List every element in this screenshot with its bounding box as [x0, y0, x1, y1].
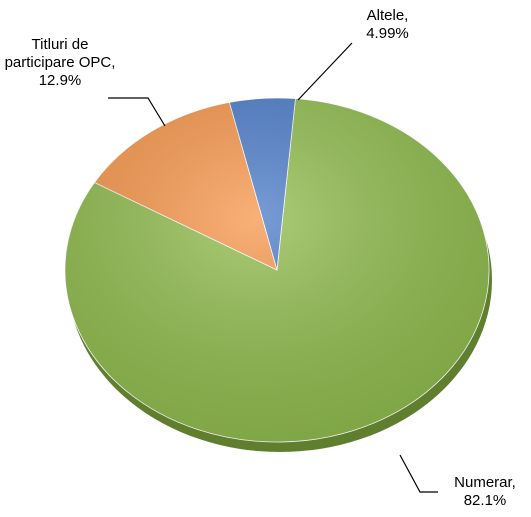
category-label: Titluri de participare OPC, [4, 36, 116, 71]
value-label: 12.9% [38, 72, 82, 89]
data-label: Numerar, 82.1% [440, 474, 530, 510]
category-label: Altele, [366, 7, 409, 24]
leader-line [297, 42, 353, 101]
leader-line [108, 97, 166, 127]
category-label: Numerar, [454, 474, 516, 491]
leader-line [399, 454, 438, 493]
data-label: Altele, 4.99% [350, 7, 425, 43]
value-label: 82.1% [463, 492, 507, 509]
data-label: Titluri de participare OPC, 12.9% [4, 36, 116, 90]
value-label: 4.99% [366, 25, 409, 42]
